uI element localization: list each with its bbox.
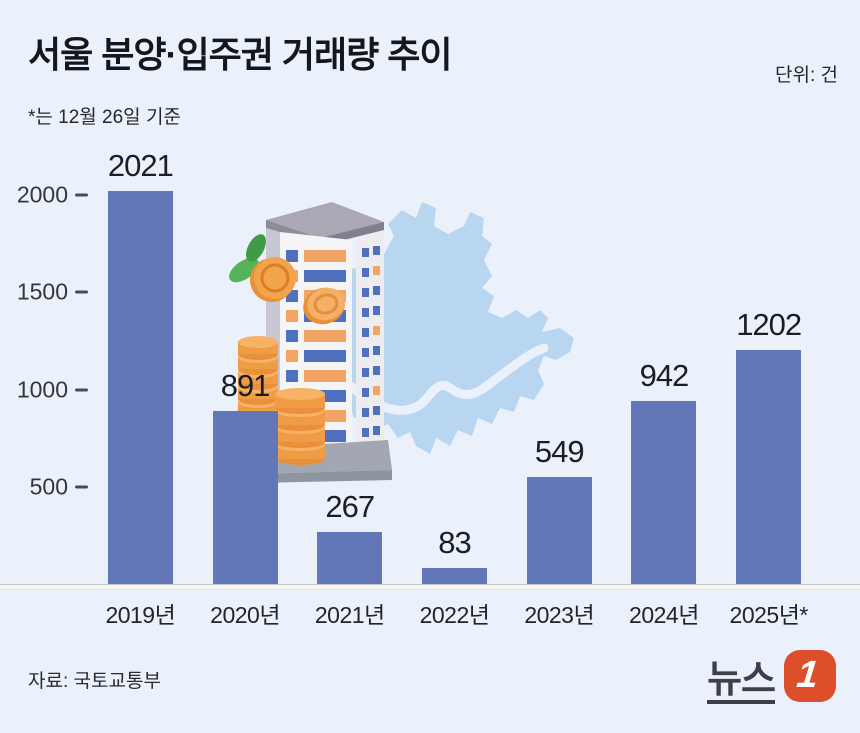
bar [736, 350, 802, 584]
x-axis-label: 2024년 [629, 602, 699, 628]
bar [212, 411, 278, 584]
bar-column: 942 [612, 358, 717, 584]
building-coins-seoul-map-illustration [229, 202, 574, 483]
bar-value-label: 2021 [107, 148, 174, 183]
x-axis-label: 2025년* [729, 602, 809, 628]
bar-column: 549 [507, 434, 612, 584]
x-axis-label: 2022년 [419, 602, 490, 628]
data-source: 자료: 국토교통부 [28, 671, 161, 692]
bar-column: 267 [297, 489, 402, 584]
bar-column: 891 [193, 368, 298, 584]
bar-column: 2021 [88, 148, 193, 584]
y-tick: 2000 [0, 182, 88, 209]
bar [317, 532, 383, 584]
bar-column: 1202 [716, 307, 821, 584]
x-axis-label: 2019년 [105, 602, 176, 628]
y-tick: 1000 [0, 376, 88, 403]
page-title: 서울 분양·입주권 거래량 추이 [28, 34, 452, 75]
tick-mark [75, 388, 88, 391]
tick-mark [75, 290, 88, 294]
news1-logo-badge-icon: 1 [784, 649, 836, 702]
y-tick-label: 1500 [16, 278, 68, 305]
y-tick: 500 [0, 473, 88, 500]
bar [631, 401, 697, 584]
bar-chart: 2021 891 267 83 549 942 1202 [88, 148, 821, 584]
bar-column: 83 [402, 525, 507, 584]
bar-value-label: 549 [534, 434, 585, 469]
news1-logo-text: 뉴스 [707, 659, 776, 701]
tick-mark [75, 485, 88, 489]
y-tick-label: 500 [29, 473, 68, 500]
y-tick-label: 1000 [16, 376, 68, 402]
news1-logo: 뉴스 1 [707, 648, 836, 704]
news1-logo-underline [707, 700, 775, 704]
y-tick-label: 2000 [16, 181, 68, 208]
bar [526, 477, 592, 584]
bar [107, 191, 173, 584]
bar-value-label: 267 [325, 489, 375, 524]
x-axis-label: 2021년 [314, 602, 385, 628]
asterisk-note: *는 12월 26일 기준 [28, 107, 181, 128]
bar-value-label: 1202 [736, 307, 802, 342]
x-axis-baseline [0, 584, 860, 590]
bar-value-label: 942 [639, 358, 690, 393]
bar-value-label: 83 [438, 525, 471, 560]
tick-mark [75, 193, 88, 197]
x-axis-labels: 2019년 2020년 2021년 2022년 2023년 2024년 2025년* [88, 596, 821, 630]
unit-label: 단위: 건 [775, 65, 838, 86]
y-tick: 1500 [0, 279, 88, 306]
x-axis-label: 2020년 [210, 602, 280, 628]
bar-value-label: 891 [220, 368, 271, 403]
x-axis-label: 2023년 [524, 602, 595, 628]
bar [422, 568, 488, 584]
